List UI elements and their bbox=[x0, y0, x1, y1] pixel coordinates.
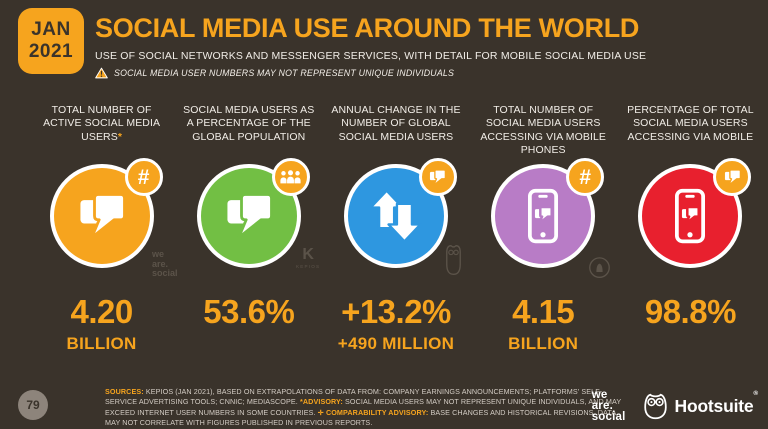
metric-value: +13.2% bbox=[341, 293, 451, 330]
metric-label-text: TOTAL NUMBER OF SOCIAL MEDIA USERS ACCES… bbox=[480, 104, 607, 157]
watermark-hootsuite-owl-icon bbox=[445, 244, 462, 281]
advisory-body: SOCIAL MEDIA USERS MAY NOT REPRESENT UNI… bbox=[105, 397, 622, 417]
metric-unit: +490 MILLION bbox=[337, 334, 455, 353]
page-number-badge: 79 bbox=[18, 390, 48, 420]
we-are-social-logo: we are. social bbox=[591, 389, 626, 423]
metric-column-percent-population: SOCIAL MEDIA USERS AS A PERCENTAGE OF TH… bbox=[175, 104, 322, 354]
metric-icon-circle: # bbox=[491, 158, 605, 268]
advisory-label: *ADVISORY: bbox=[299, 397, 343, 407]
metric-value: 4.15 bbox=[512, 293, 575, 330]
date-year: 2021 bbox=[28, 41, 74, 62]
metric-column-active-users: TOTAL NUMBER OF ACTIVE SOCIAL MEDIA USER… bbox=[28, 104, 175, 354]
metric-column-mobile-users: TOTAL NUMBER OF SOCIAL MEDIA USERS ACCES… bbox=[470, 104, 617, 354]
sources-text: SOURCES: KEPIOS (JAN 2021), BASED ON EXT… bbox=[105, 387, 629, 429]
date-month: JAN bbox=[31, 18, 71, 40]
metric-unit: BILLION bbox=[508, 334, 579, 353]
metric-value-block: 53.6% bbox=[203, 293, 295, 334]
metric-value-block: 4.20 BILLION bbox=[67, 293, 137, 354]
metric-value: 4.20 bbox=[70, 293, 133, 330]
metric-label: TOTAL NUMBER OF ACTIVE SOCIAL MEDIA USER… bbox=[32, 104, 172, 159]
metric-label: SOCIAL MEDIA USERS AS A PERCENTAGE OF TH… bbox=[179, 104, 319, 159]
circle bbox=[343, 164, 448, 268]
metric-icon-circle: # bbox=[49, 158, 163, 268]
metric-label: TOTAL NUMBER OF SOCIAL MEDIA USERS ACCES… bbox=[473, 104, 613, 159]
hootsuite-wordmark: Hootsuite® bbox=[674, 390, 759, 417]
metric-label: PERCENTAGE OF TOTAL SOCIAL MEDIA USERS A… bbox=[620, 104, 760, 159]
metric-label-text: TOTAL NUMBER OF ACTIVE SOCIAL MEDIA USER… bbox=[43, 104, 161, 143]
metric-value-block: +13.2% +490 MILLION bbox=[338, 293, 455, 354]
watermark-text: are. bbox=[152, 258, 169, 269]
watermark-kepios: K KEPIOS bbox=[296, 246, 321, 270]
comparability-label: ✛ COMPARABILITY ADVISORY: bbox=[317, 407, 429, 417]
page-title: SOCIAL MEDIA USE AROUND THE WORLD bbox=[95, 13, 640, 43]
hash-icon: # bbox=[137, 165, 150, 189]
metric-value: 53.6% bbox=[203, 293, 295, 330]
chat-bubbles-icon bbox=[430, 168, 447, 186]
mobile-chat-icon bbox=[528, 188, 559, 244]
kepios-logo-icon: K bbox=[302, 246, 314, 263]
watermark-owl-circle-icon bbox=[588, 255, 611, 287]
chat-bubbles-icon bbox=[80, 193, 126, 239]
sources-label: SOURCES: bbox=[105, 387, 144, 396]
metric-label: ANNUAL CHANGE IN THE NUMBER OF GLOBAL SO… bbox=[326, 104, 466, 159]
mobile-chat-icon bbox=[675, 188, 706, 244]
registered-mark: ® bbox=[753, 389, 758, 397]
metric-icon-circle bbox=[343, 158, 457, 268]
metric-label-text: SOCIAL MEDIA USERS AS A PERCENTAGE OF TH… bbox=[183, 104, 315, 143]
metric-label-text: ANNUAL CHANGE IN THE NUMBER OF GLOBAL SO… bbox=[331, 104, 461, 143]
metric-badge bbox=[713, 158, 752, 196]
sources-body: KEPIOS (JAN 2021), BASED ON EXTRAPOLATIO… bbox=[105, 387, 603, 407]
watermark-text: KEPIOS bbox=[296, 264, 321, 269]
metric-column-mobile-percent: PERCENTAGE OF TOTAL SOCIAL MEDIA USERS A… bbox=[617, 104, 764, 354]
date-badge: JAN 2021 bbox=[18, 8, 84, 74]
logo-text: Hootsuite bbox=[674, 395, 754, 416]
brand-logos: we are. social Hootsuite® bbox=[591, 389, 759, 423]
hootsuite-logo: Hootsuite® bbox=[643, 390, 759, 421]
metric-label-text: PERCENTAGE OF TOTAL SOCIAL MEDIA USERS A… bbox=[627, 104, 754, 143]
logo-text: we bbox=[591, 389, 608, 401]
hash-icon: # bbox=[579, 165, 592, 189]
comparability-body: BASE CHANGES AND HISTORICAL REVISIONS. D… bbox=[105, 407, 616, 428]
metric-column-annual-change: ANNUAL CHANGE IN THE NUMBER OF GLOBAL SO… bbox=[322, 104, 469, 354]
arrows-up-down-icon bbox=[369, 189, 422, 243]
metric-badge bbox=[271, 158, 310, 196]
header: SOCIAL MEDIA USE AROUND THE WORLD USE OF… bbox=[95, 13, 760, 79]
metric-badge bbox=[418, 158, 457, 196]
metric-value-block: 4.15 BILLION bbox=[508, 293, 578, 354]
hootsuite-owl-icon bbox=[643, 393, 667, 420]
metric-icon-circle bbox=[196, 158, 310, 268]
watermark-text: social bbox=[152, 268, 178, 279]
metric-unit: BILLION bbox=[66, 334, 137, 353]
warning-row: SOCIAL MEDIA USER NUMBERS MAY NOT REPRES… bbox=[95, 67, 760, 79]
warning-triangle-icon bbox=[95, 67, 108, 79]
metric-label-note: * bbox=[117, 130, 123, 143]
metric-badge: # bbox=[566, 158, 605, 196]
chat-bubbles-icon bbox=[724, 168, 741, 186]
watermark-text: we bbox=[152, 249, 165, 259]
logo-text: are. bbox=[591, 399, 613, 412]
page-subtitle: USE OF SOCIAL NETWORKS AND MESSENGER SER… bbox=[95, 50, 647, 62]
metric-badge: # bbox=[124, 158, 163, 196]
metrics-row: TOTAL NUMBER OF ACTIVE SOCIAL MEDIA USER… bbox=[28, 104, 764, 354]
watermark-we-are-social: we are. social bbox=[152, 249, 178, 279]
people-icon bbox=[280, 170, 301, 184]
chat-bubbles-icon bbox=[227, 193, 273, 239]
metric-value: 98.8% bbox=[644, 293, 737, 330]
metric-value-block: 98.8% bbox=[644, 293, 737, 334]
warning-text: SOCIAL MEDIA USER NUMBERS MAY NOT REPRES… bbox=[114, 68, 455, 78]
logo-text: social bbox=[591, 410, 626, 423]
page-number: 79 bbox=[26, 398, 40, 412]
metric-icon-circle bbox=[638, 158, 752, 268]
